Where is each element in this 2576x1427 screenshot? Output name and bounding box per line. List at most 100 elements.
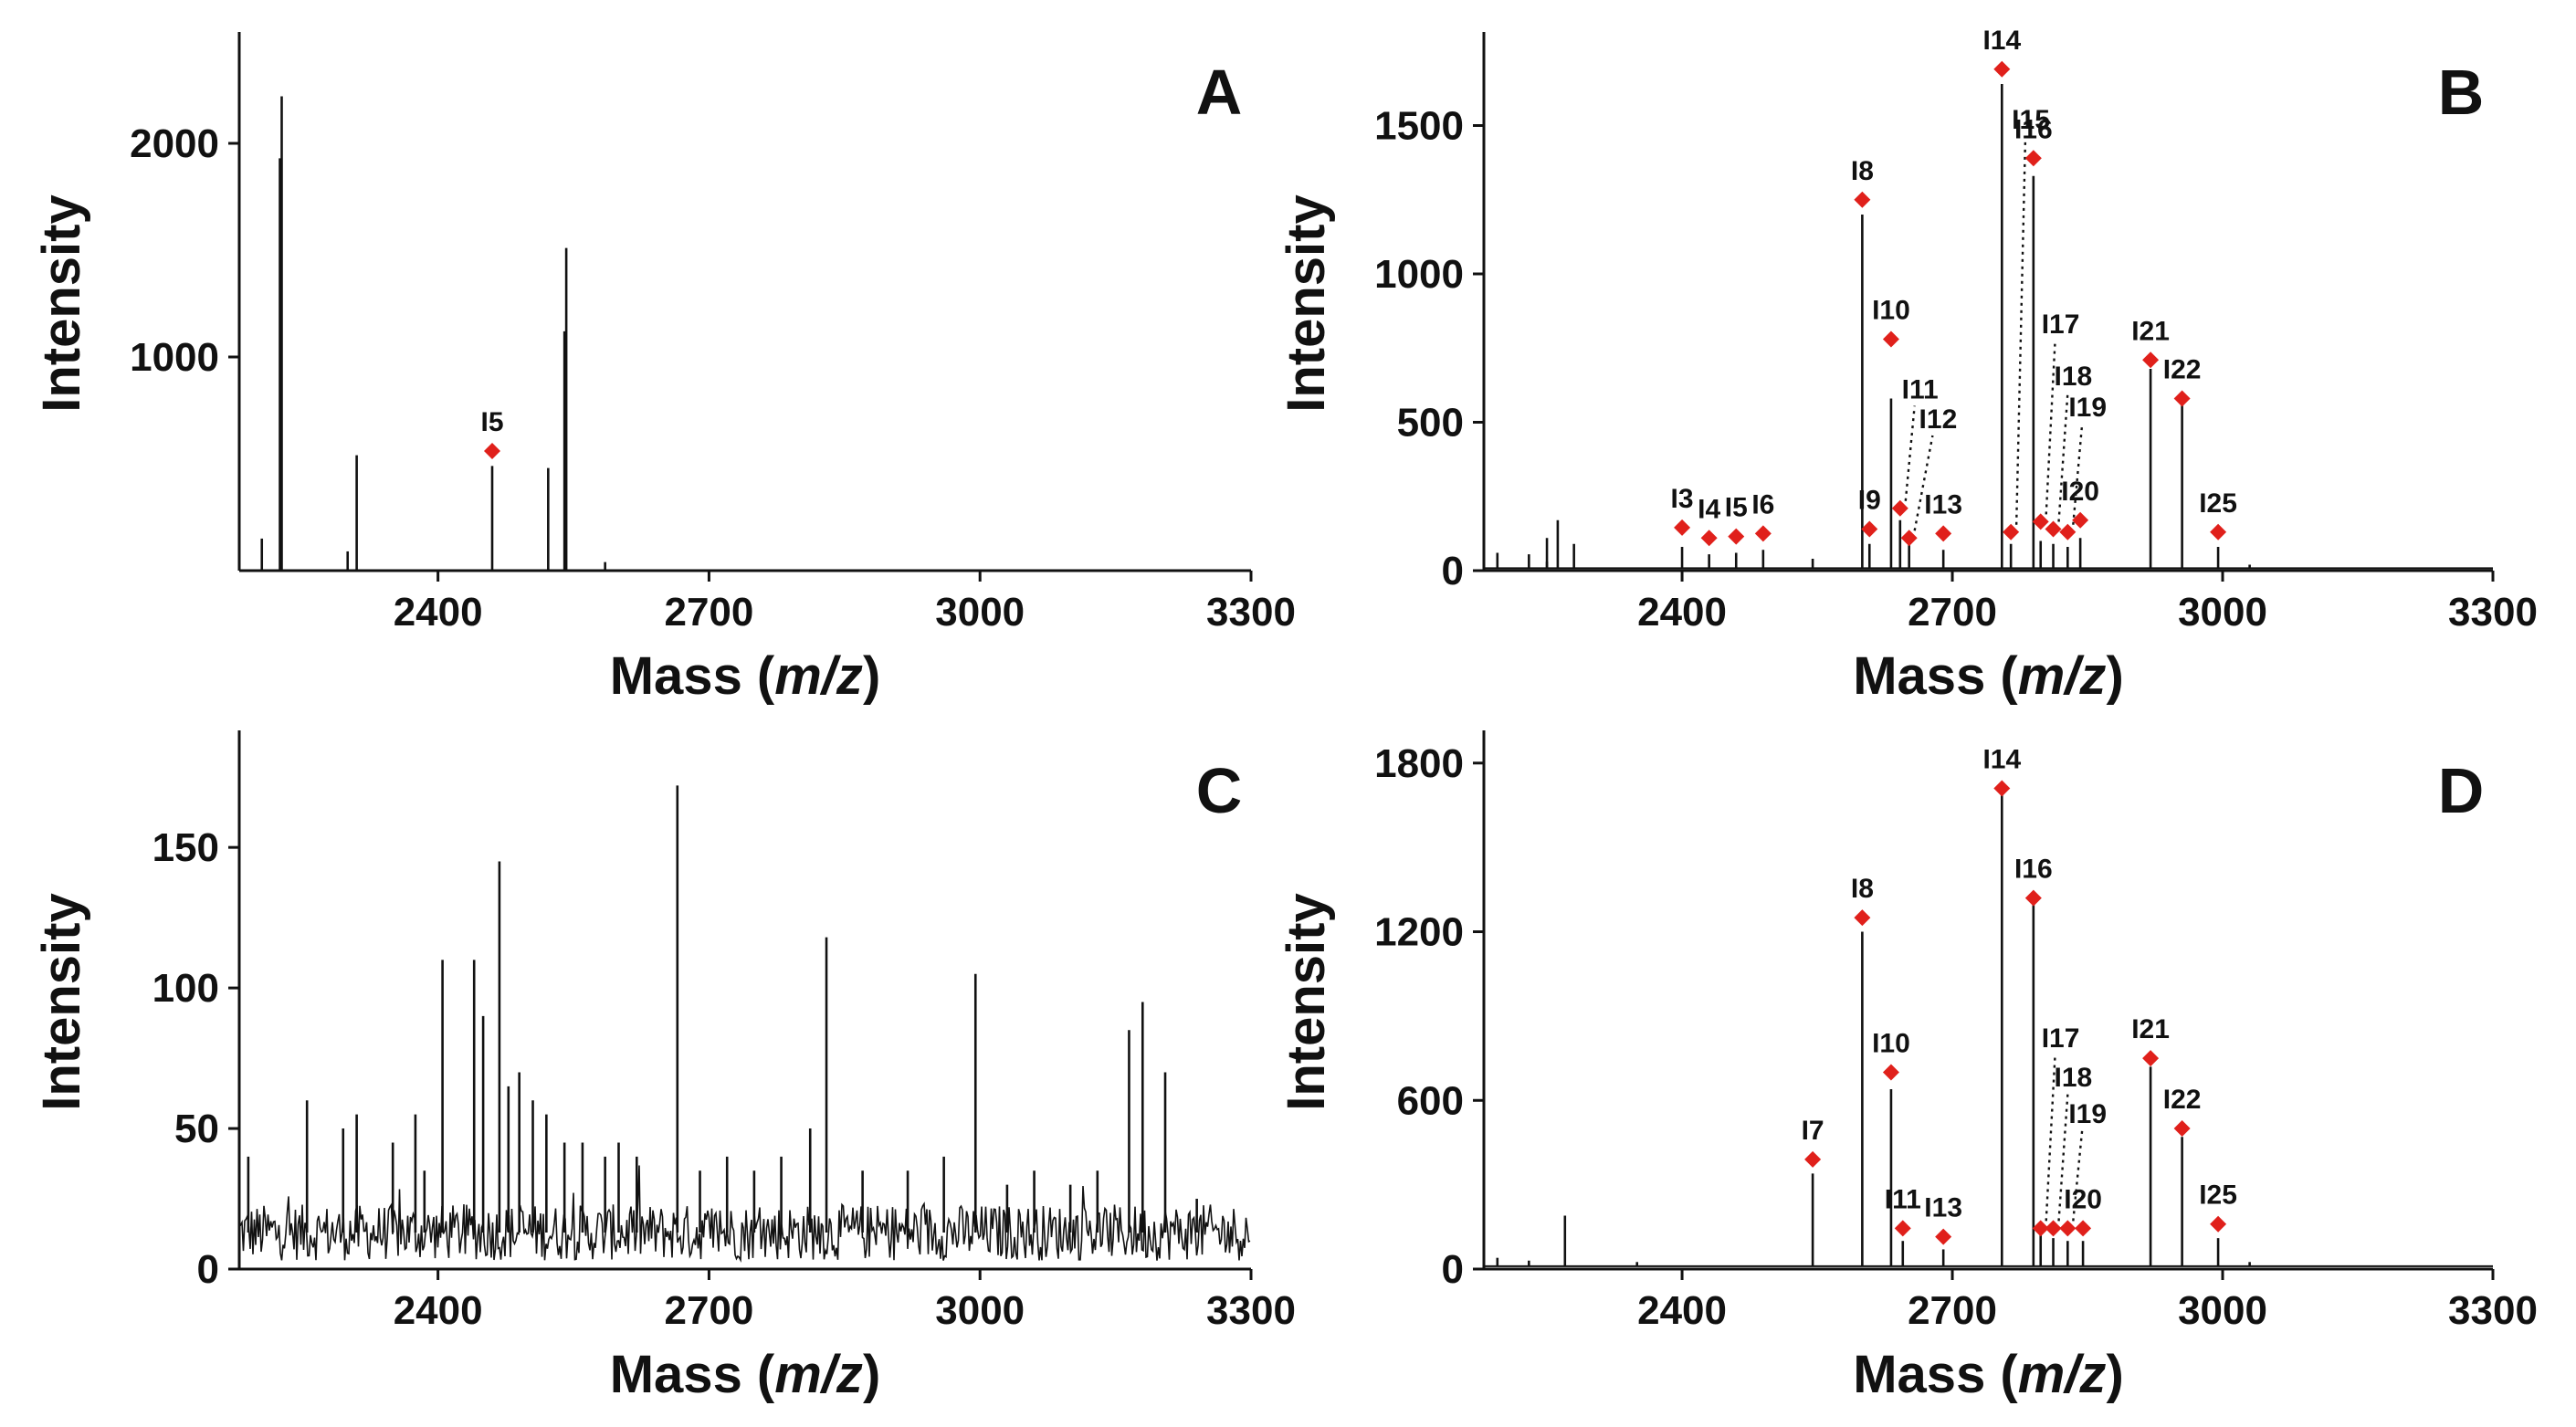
x-title-unit: m/z (2018, 646, 2107, 706)
peak-marker (2075, 1220, 2092, 1237)
y-tick-label: 500 (1397, 401, 1464, 446)
leader-line (2072, 423, 2084, 525)
x-title-unit: m/z (2018, 1345, 2107, 1404)
x-tick-label: 3000 (2178, 590, 2267, 635)
y-tick-label: 1000 (130, 335, 219, 380)
peak-marker (2024, 889, 2042, 907)
x-axis-title: Mass (m/z) (610, 1345, 881, 1404)
peak-label: I22 (2163, 1085, 2202, 1115)
peak-marker (2003, 523, 2020, 540)
peak-marker (1894, 1220, 1911, 1237)
x-tick-label: 3000 (935, 590, 1025, 635)
leader-line (2045, 1054, 2056, 1222)
x-axis-title: Mass (m/z) (1853, 1345, 2124, 1404)
peak-label: I11 (1885, 1184, 1921, 1214)
peak-marker (1882, 1064, 1899, 1081)
y-tick-label: 0 (197, 1247, 219, 1292)
peak-label: I20 (2061, 477, 2099, 507)
x-title-end: ) (2106, 646, 2123, 706)
x-tick-label: 3000 (2178, 1288, 2267, 1333)
peak-marker (1728, 528, 1745, 545)
peak-marker (2210, 1215, 2227, 1233)
peak-label: I22 (2163, 355, 2202, 385)
y-tick-label: 1500 (1374, 104, 1464, 149)
peak-label: I16 (2014, 114, 2053, 144)
x-tick-label: 2400 (1637, 1288, 1727, 1333)
peak-label: I19 (2068, 393, 2107, 423)
peak-label: I17 (2042, 1023, 2080, 1054)
y-tick-label: 0 (1442, 1247, 1464, 1292)
panel-b: 2400 2700 3000 3300 0 500 1000 1500 Mass (m/z) In… (1277, 26, 2538, 706)
peak-marker (2024, 150, 2042, 167)
x-tick-label: 3000 (935, 1288, 1025, 1333)
x-tick-label: 2400 (1637, 590, 1727, 635)
peak-label: I25 (2199, 488, 2237, 519)
x-title-main: Mass ( (610, 646, 775, 706)
y-tick-label: 1200 (1374, 910, 1464, 955)
peak-label: I17 (2042, 310, 2080, 340)
peak-label: I5 (480, 407, 503, 437)
y-tick-label: 2000 (130, 121, 219, 166)
peak-marker (1891, 499, 1908, 517)
peak-label: I18 (2055, 1063, 2093, 1093)
peak-label: I4 (1698, 494, 1720, 524)
peak-marker (2173, 390, 2191, 407)
leader-line (2072, 1129, 2084, 1222)
peak-marker (1882, 331, 1899, 348)
peak-marker (2059, 1220, 2077, 1237)
peak-label: I16 (2014, 855, 2053, 885)
x-title-main: Mass ( (1853, 1345, 2018, 1404)
peak-marker (1861, 520, 1878, 538)
peak-label: I20 (2064, 1184, 2102, 1214)
peak-marker (1854, 909, 1871, 927)
peak-marker (2142, 1050, 2160, 1067)
peak-marker (1804, 1150, 1822, 1168)
peak-marker (1993, 60, 2011, 78)
x-tick-label: 3300 (1206, 590, 1296, 635)
y-axis-title: Intensity (32, 893, 91, 1111)
peak-label: I25 (2199, 1180, 2237, 1211)
peak-marker (2142, 352, 2160, 369)
peak-label: I10 (1872, 1028, 1910, 1058)
leader-line (2014, 135, 2027, 525)
leader-line (1913, 435, 1934, 531)
x-title-end: ) (863, 1345, 880, 1404)
leader-line (1904, 405, 1916, 501)
x-title-unit: m/z (774, 646, 863, 706)
panel-letter: D (2438, 755, 2485, 826)
peak-label: I11 (1902, 375, 1939, 405)
peak-label: I21 (2131, 316, 2170, 346)
peak-label: I13 (1924, 1193, 1962, 1223)
x-tick-label: 2700 (664, 1288, 753, 1333)
peak-label: I13 (1924, 489, 1962, 519)
x-title-end: ) (2106, 1345, 2123, 1404)
peak-marker (2173, 1120, 2191, 1138)
peak-label: I8 (1851, 874, 1874, 904)
peak-marker (1700, 530, 1718, 547)
panel-letter: B (2438, 57, 2485, 128)
peak-marker (1935, 525, 1952, 542)
x-tick-label: 2400 (394, 590, 483, 635)
peak-marker (2032, 513, 2049, 530)
peak-marker (1754, 525, 1772, 542)
peak-label: I14 (1982, 745, 2021, 775)
peak-marker (2045, 1220, 2062, 1237)
x-tick-label: 3300 (1206, 1288, 1296, 1333)
peak-label: I18 (2055, 362, 2093, 392)
peak-label: I19 (2068, 1099, 2107, 1129)
peak-marker (1993, 780, 2011, 797)
x-tick-label: 2700 (664, 590, 753, 635)
peak-marker (484, 442, 500, 459)
x-axis-title: Mass (m/z) (610, 646, 881, 706)
peak-marker (1674, 519, 1691, 536)
y-tick-label: 1800 (1374, 741, 1464, 786)
y-tick-label: 1000 (1374, 252, 1464, 297)
peak-label: I10 (1872, 296, 1910, 326)
peak-label: I14 (1982, 26, 2021, 56)
panel-a: 2400 2700 3000 3300 1000 2000 Mass (m/z) Intens… (32, 32, 1296, 706)
y-tick-label: 0 (1442, 549, 1464, 593)
y-tick-label: 150 (152, 825, 219, 870)
x-tick-label: 2700 (1908, 590, 1997, 635)
peak-marker (2072, 511, 2089, 529)
peak-marker (1935, 1228, 1952, 1245)
